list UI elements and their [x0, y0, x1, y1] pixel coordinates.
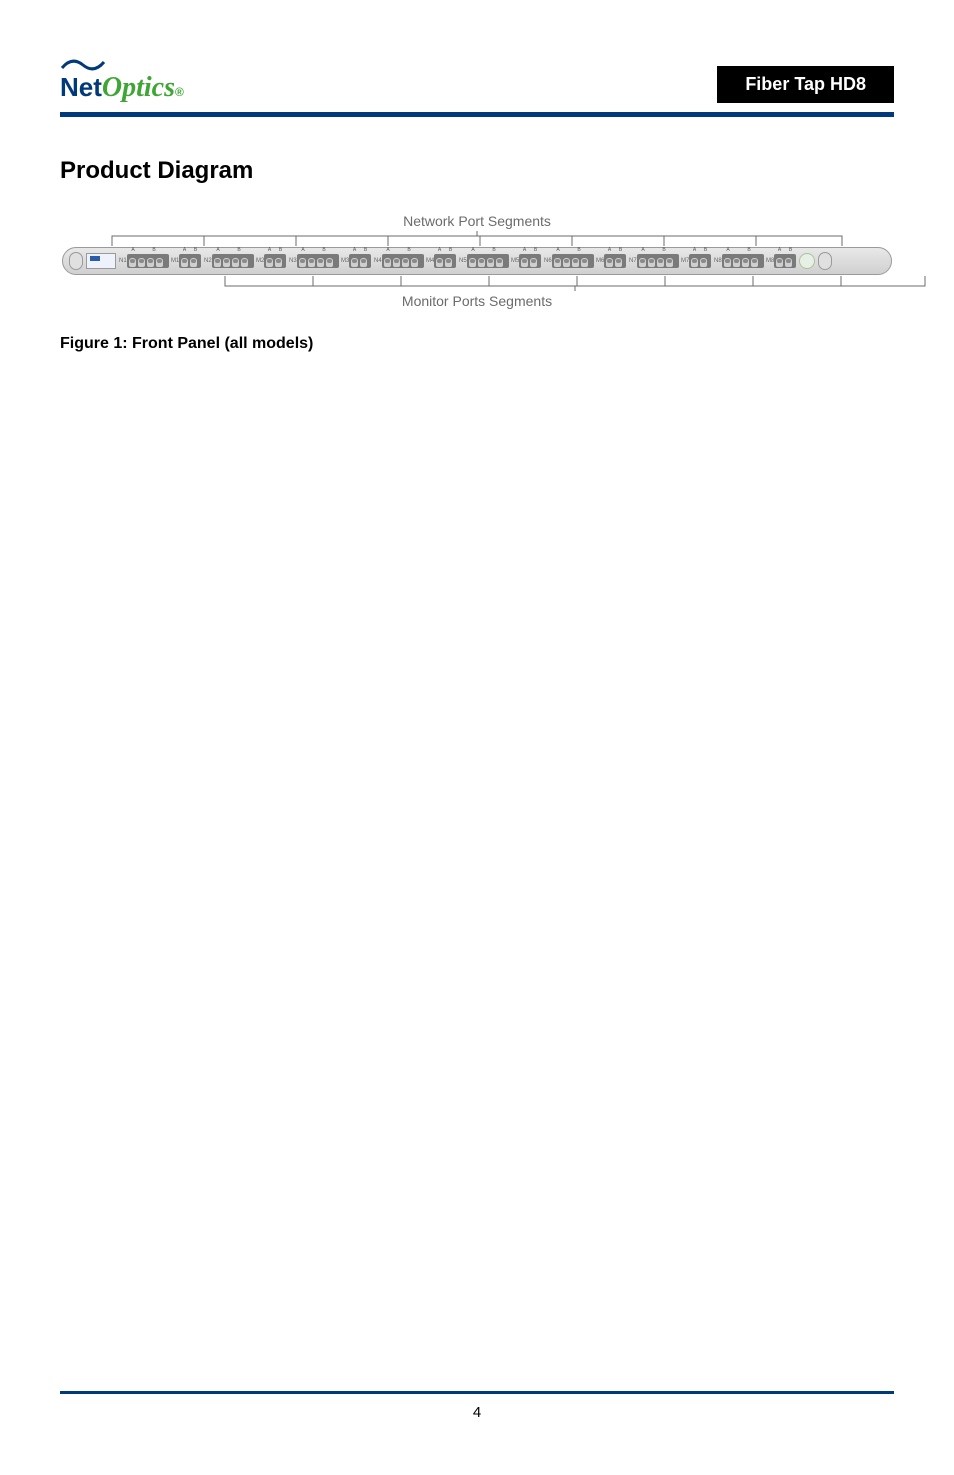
segment-net-label: N1 [119, 258, 125, 264]
page-footer: 4 [60, 1391, 894, 1421]
segment-mon-label: M6 [596, 258, 602, 264]
segment-5: N5ABM5AB [459, 254, 541, 268]
product-name-badge: Fiber Tap HD8 [717, 66, 894, 103]
network-port-block: AB [127, 254, 169, 268]
segment-mon-label: M2 [256, 258, 262, 264]
network-port-block: AB [552, 254, 594, 268]
segment-net-label: N7 [629, 258, 635, 264]
segment-6: N6ABM6AB [544, 254, 626, 268]
segment-net-label: N5 [459, 258, 465, 264]
segment-net-label: N3 [289, 258, 295, 264]
monitor-port-block: AB [349, 254, 371, 268]
network-port-block: AB [212, 254, 254, 268]
page-number: 4 [60, 1404, 894, 1421]
logo-optics-label: Optics [102, 72, 175, 104]
monitor-port-block: AB [774, 254, 796, 268]
logo-registered: ® [175, 85, 184, 99]
segment-net-label: N6 [544, 258, 550, 264]
footer-rule [60, 1391, 894, 1394]
monitor-port-block: AB [519, 254, 541, 268]
logo-net-text: Net [60, 64, 102, 103]
device-front-panel: N1ABM1ABN2ABM2ABN3ABM3ABN4ABM4ABN5ABM5AB… [62, 247, 892, 275]
network-port-block: AB [297, 254, 339, 268]
segment-7: N7ABM7AB [629, 254, 711, 268]
segment-net-label: N2 [204, 258, 210, 264]
network-port-block: AB [637, 254, 679, 268]
network-port-block: AB [467, 254, 509, 268]
monitor-port-block: AB [179, 254, 201, 268]
monitor-port-block: AB [689, 254, 711, 268]
diagram-top-label: Network Port Segments [60, 213, 894, 229]
bottom-bracket [220, 275, 930, 291]
panel-left-cap [69, 252, 83, 270]
segment-4: N4ABM4AB [374, 254, 456, 268]
segment-mon-label: M7 [681, 258, 687, 264]
segment-net-label: N4 [374, 258, 380, 264]
segment-3: N3ABM3AB [289, 254, 371, 268]
diagram-bottom-label: Monitor Ports Segments [60, 293, 894, 309]
product-diagram: Network Port Segments N1ABM1ABN2ABM2ABN3… [60, 213, 894, 309]
monitor-port-block: AB [604, 254, 626, 268]
figure-caption: Figure 1: Front Panel (all models) [60, 335, 894, 353]
segment-mon-label: M3 [341, 258, 347, 264]
figure-number: Figure 1: [60, 335, 132, 352]
panel-end-circle [799, 253, 815, 269]
segment-8: N8ABM8AB [714, 254, 796, 268]
segment-1: N1ABM1AB [119, 254, 201, 268]
segment-net-label: N8 [714, 258, 720, 264]
segment-2: N2ABM2AB [204, 254, 286, 268]
monitor-port-block: AB [434, 254, 456, 268]
segment-mon-label: M5 [511, 258, 517, 264]
brand-logo: Net Optics ® [60, 64, 184, 104]
segment-mon-label: M8 [766, 258, 772, 264]
network-port-block: AB [722, 254, 764, 268]
page-header: Net Optics ® Fiber Tap HD8 [60, 60, 894, 108]
panel-logo-icon [86, 253, 116, 269]
segment-row: N1ABM1ABN2ABM2ABN3ABM3ABN4ABM4ABN5ABM5AB… [119, 254, 796, 268]
segment-mon-label: M4 [426, 258, 432, 264]
network-port-block: AB [382, 254, 424, 268]
panel-right-cap [818, 252, 832, 270]
figure-text: Front Panel (all models) [132, 335, 313, 352]
logo-wave-icon [60, 58, 106, 72]
monitor-port-block: AB [264, 254, 286, 268]
header-rule [60, 112, 894, 117]
logo-net-label: Net [60, 72, 102, 102]
section-title: Product Diagram [60, 157, 894, 185]
segment-mon-label: M1 [171, 258, 177, 264]
top-bracket [107, 231, 847, 247]
